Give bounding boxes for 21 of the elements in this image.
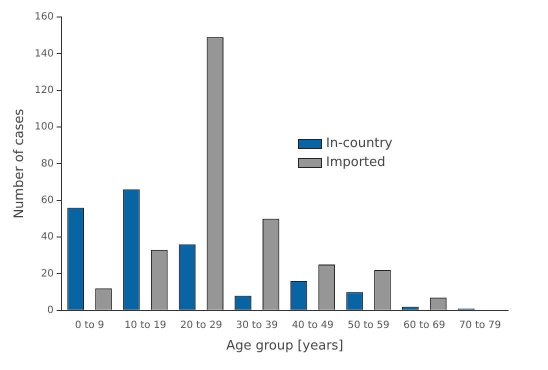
x-tick-label: 40 to 49 xyxy=(292,320,334,331)
y-tick-label: 20 xyxy=(40,268,54,280)
x-tick-label: 0 to 9 xyxy=(75,320,104,331)
x-tick-label: 10 to 19 xyxy=(124,320,166,331)
y-axis-title: Number of cases xyxy=(12,108,28,219)
y-tick-label: 60 xyxy=(40,194,54,206)
y-tick-label: 160 xyxy=(34,12,54,23)
x-tick-label: 60 to 69 xyxy=(403,320,446,331)
y-tick-label: 120 xyxy=(34,84,54,96)
y-tick-label: 40 xyxy=(40,232,54,243)
x-tick-label: 20 to 29 xyxy=(180,320,222,331)
legend-label: In-country xyxy=(326,136,392,151)
y-tick-label: 100 xyxy=(34,122,54,133)
legend-label: Imported xyxy=(326,155,386,170)
x-tick-label: 30 to 39 xyxy=(236,320,278,331)
y-tick-label: 140 xyxy=(34,48,54,60)
x-axis-title: Age group [years] xyxy=(226,338,344,354)
x-tick-label: 50 to 59 xyxy=(348,320,390,331)
y-tick-label: 80 xyxy=(40,158,54,170)
y-tick-label: 0 xyxy=(47,304,54,316)
x-tick-label: 70 to 79 xyxy=(459,320,502,331)
